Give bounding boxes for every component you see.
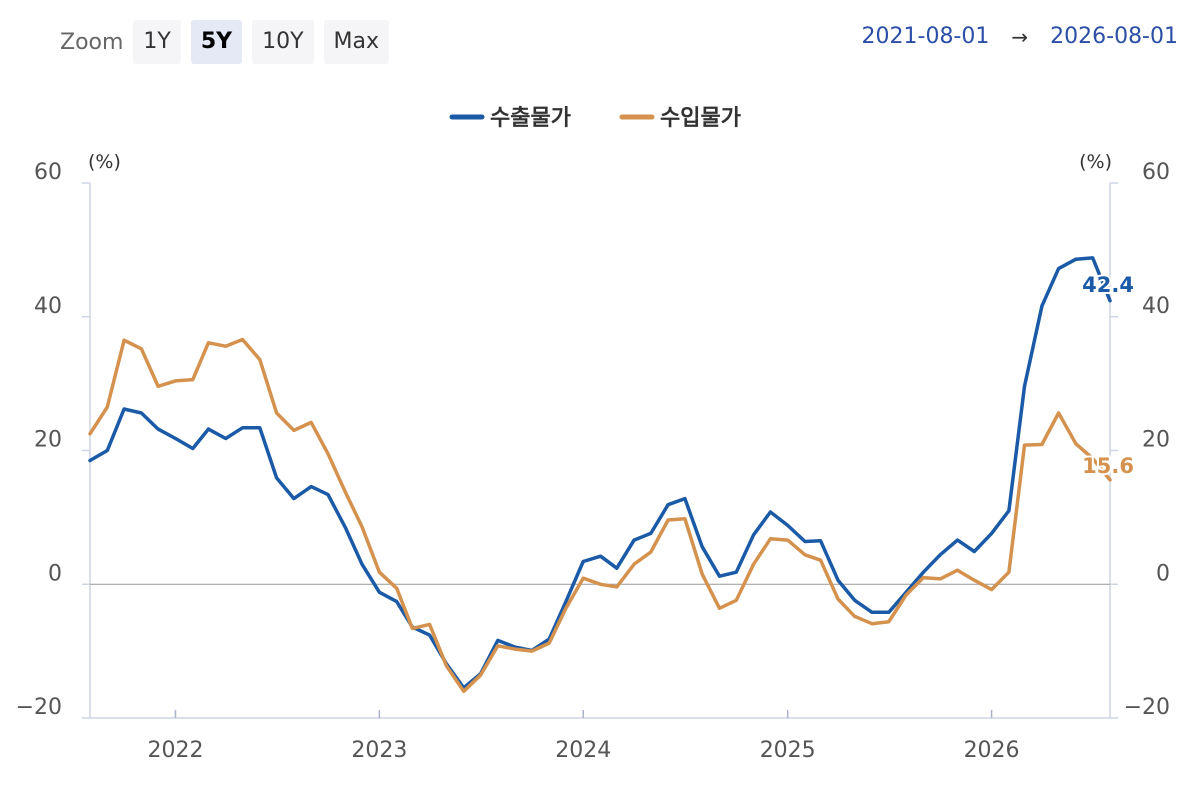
zoom-label: Zoom [60, 29, 124, 55]
series-group [88, 256, 1112, 694]
y-tick-label-right: −20 [1124, 695, 1170, 720]
series-line [88, 337, 1112, 694]
end-labels: 42.4 15.6 [1080, 271, 1136, 480]
y-tick-label-right: 60 [1142, 160, 1170, 185]
zoom-10y-button[interactable]: 10Y [252, 20, 314, 64]
zoom-max-button[interactable]: Max [323, 20, 390, 64]
y-tick-label-left: 0 [48, 561, 62, 586]
y-tick-label-left: 40 [34, 294, 62, 319]
y-unit-right: (%) [1079, 151, 1112, 173]
y-tick-label-right: 40 [1142, 294, 1170, 319]
zoom-1y-button[interactable]: 1Y [133, 20, 181, 64]
y-tick-label-left: −20 [16, 695, 62, 720]
axes: −20 −20 0 0 20 20 40 40 60 60 (%) (%) 2022 2023 2024 20… [16, 151, 1170, 763]
y-tick-label-right: 20 [1142, 428, 1170, 453]
y-tick-label-left: 20 [34, 428, 62, 453]
legend: 수출물가 수입물가 [449, 106, 741, 131]
zoom-5y-button[interactable]: 5Y [190, 20, 243, 64]
x-tick-label: 2024 [555, 738, 611, 763]
legend-label: 수입물가 [660, 106, 741, 131]
x-tick-label: 2026 [964, 738, 1020, 763]
y-unit-left: (%) [88, 151, 121, 173]
range-end-date[interactable]: 2026-08-01 [1050, 24, 1178, 49]
date-range: 2021-08-01 → 2026-08-01 [862, 24, 1178, 49]
range-arrow-icon: → [1011, 24, 1029, 49]
series-end-label: 42.4 [1082, 273, 1134, 297]
y-tick-label-left: 60 [34, 160, 62, 185]
series-end-label: 15.6 [1082, 454, 1134, 478]
zoom-toolbar: Zoom 1Y 5Y 10Y Max [60, 20, 399, 64]
y-tick-label-right: 0 [1156, 561, 1170, 586]
range-start-date[interactable]: 2021-08-01 [861, 24, 990, 49]
legend-label: 수출물가 [490, 106, 571, 131]
x-tick-label: 2023 [351, 738, 407, 763]
x-tick-label: 2022 [147, 738, 203, 763]
x-tick-label: 2025 [760, 738, 816, 763]
series-line [88, 256, 1112, 690]
